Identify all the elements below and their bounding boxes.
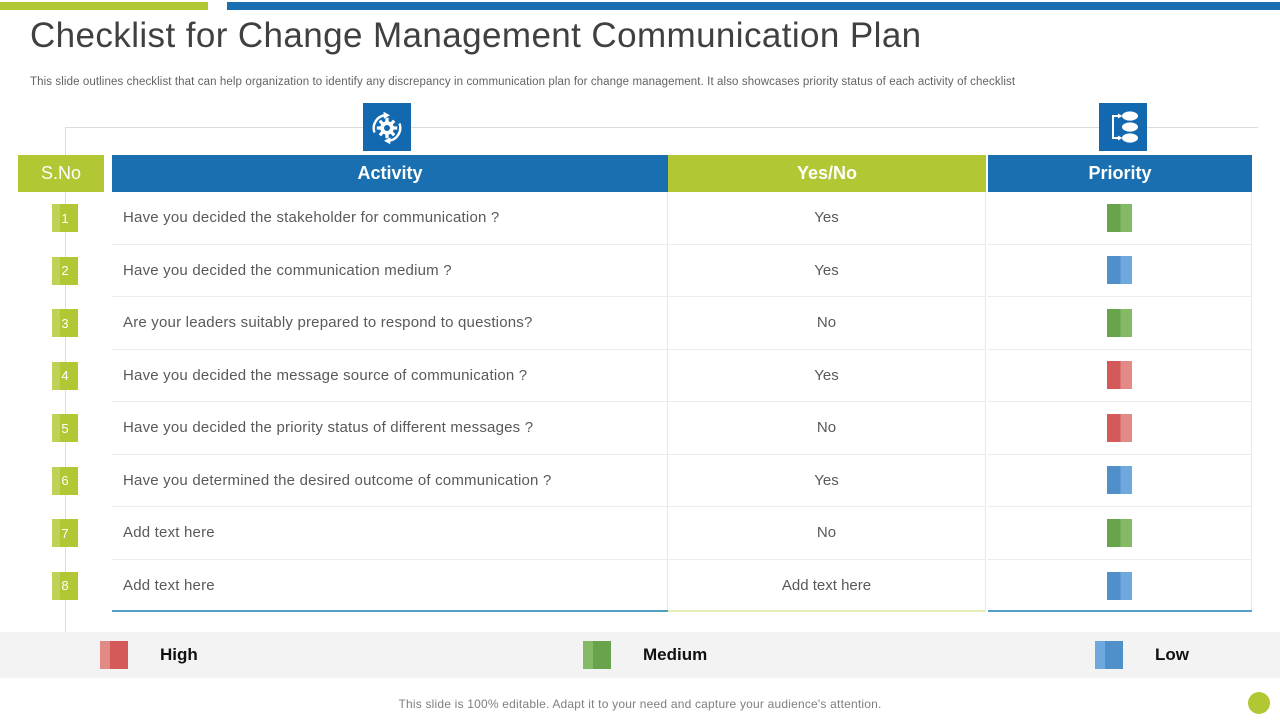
priority-chip-low	[1107, 256, 1132, 285]
legend-label: Low	[1155, 645, 1189, 664]
corner-dot	[1248, 692, 1270, 714]
activity-cell: Have you decided the priority status of …	[112, 402, 668, 455]
yesno-cell: No	[668, 507, 986, 560]
row-number-badge: 2	[52, 256, 78, 285]
priority-chip-medium	[1107, 308, 1132, 337]
table-bottom-border-activity	[112, 610, 668, 612]
yesno-cell[interactable]: Add text here	[668, 559, 986, 612]
column-header-sno: S.No	[18, 155, 104, 192]
stacked-list-icon-glyph	[1112, 111, 1138, 143]
gear-sync-icon-glyph	[372, 111, 402, 145]
priority-cell	[988, 192, 1252, 245]
priority-cell	[988, 507, 1252, 560]
legend-chip-high	[100, 641, 128, 669]
row-number-badge: 1	[52, 204, 78, 233]
yesno-cell: Yes	[668, 454, 986, 507]
priority-cell	[988, 454, 1252, 507]
legend-chip-medium	[583, 641, 611, 669]
priority-cell	[988, 244, 1252, 297]
legend-item-low: Low	[1095, 641, 1189, 669]
table-body: 1 Have you decided the stakeholder for co…	[0, 192, 1280, 612]
horizontal-rule	[65, 127, 1258, 128]
row-number-badge: 7	[52, 519, 78, 548]
legend-chip-low	[1095, 641, 1123, 669]
table-row: 1 Have you decided the stakeholder for co…	[0, 192, 1280, 245]
gear-sync-icon	[363, 103, 411, 151]
column-header-yesno: Yes/No	[668, 155, 986, 192]
legend-item-medium: Medium	[583, 641, 707, 669]
yesno-cell: Yes	[668, 192, 986, 245]
page-subtitle: This slide outlines checklist that can h…	[30, 76, 1016, 88]
table-row: 3 Are your leaders suitably prepared to r…	[0, 297, 1280, 350]
table-row: 8 Add text here Add text here	[0, 559, 1280, 612]
legend-label: Medium	[643, 645, 708, 664]
row-number-badge: 3	[52, 309, 78, 338]
priority-chip-medium	[1107, 518, 1132, 547]
footer-note: This slide is 100% editable. Adapt it to…	[398, 697, 882, 711]
table-row: 2 Have you decided the communication medi…	[0, 244, 1280, 297]
legend-item-high: High	[100, 641, 198, 669]
activity-cell: Have you decided the stakeholder for com…	[112, 192, 668, 245]
row-number-badge: 4	[52, 361, 78, 390]
activity-cell: Are your leaders suitably prepared to re…	[112, 297, 668, 350]
priority-cell	[988, 402, 1252, 455]
table-bottom-border-yesno	[668, 610, 986, 612]
priority-chip-low	[1107, 466, 1132, 495]
priority-chip-low	[1107, 571, 1132, 600]
yesno-cell: Yes	[668, 349, 986, 402]
yesno-cell: No	[668, 402, 986, 455]
legend-label: High	[160, 645, 198, 664]
table-row: 4 Have you decided the message source of …	[0, 349, 1280, 402]
activity-cell: Have you decided the communication mediu…	[112, 244, 668, 297]
activity-cell: Have you determined the desired outcome …	[112, 454, 668, 507]
priority-cell	[988, 559, 1252, 612]
yesno-cell: No	[668, 297, 986, 350]
row-number-badge: 5	[52, 414, 78, 443]
priority-chip-high	[1107, 361, 1132, 390]
priority-cell	[988, 349, 1252, 402]
row-number-badge: 8	[52, 571, 78, 600]
yesno-cell: Yes	[668, 244, 986, 297]
activity-cell: Have you decided the message source of c…	[112, 349, 668, 402]
row-number-badge: 6	[52, 466, 78, 495]
column-header-priority: Priority	[988, 155, 1252, 192]
priority-chip-high	[1107, 413, 1132, 442]
stacked-list-icon	[1099, 103, 1147, 151]
table-bottom-border-priority	[988, 610, 1252, 612]
top-accent-bar-blue	[227, 2, 1280, 10]
top-accent-bar-green	[0, 2, 208, 10]
table-row: 5 Have you decided the priority status of…	[0, 402, 1280, 455]
column-header-activity: Activity	[112, 155, 668, 192]
table-row: 7 Add text here No	[0, 507, 1280, 560]
priority-legend: High Medium Low	[0, 632, 1280, 678]
page-title: Checklist for Change Management Communic…	[30, 16, 922, 55]
priority-cell	[988, 297, 1252, 350]
table-row: 6 Have you determined the desired outcome…	[0, 454, 1280, 507]
priority-chip-medium	[1107, 203, 1132, 232]
activity-cell[interactable]: Add text here	[112, 559, 668, 612]
activity-cell[interactable]: Add text here	[112, 507, 668, 560]
